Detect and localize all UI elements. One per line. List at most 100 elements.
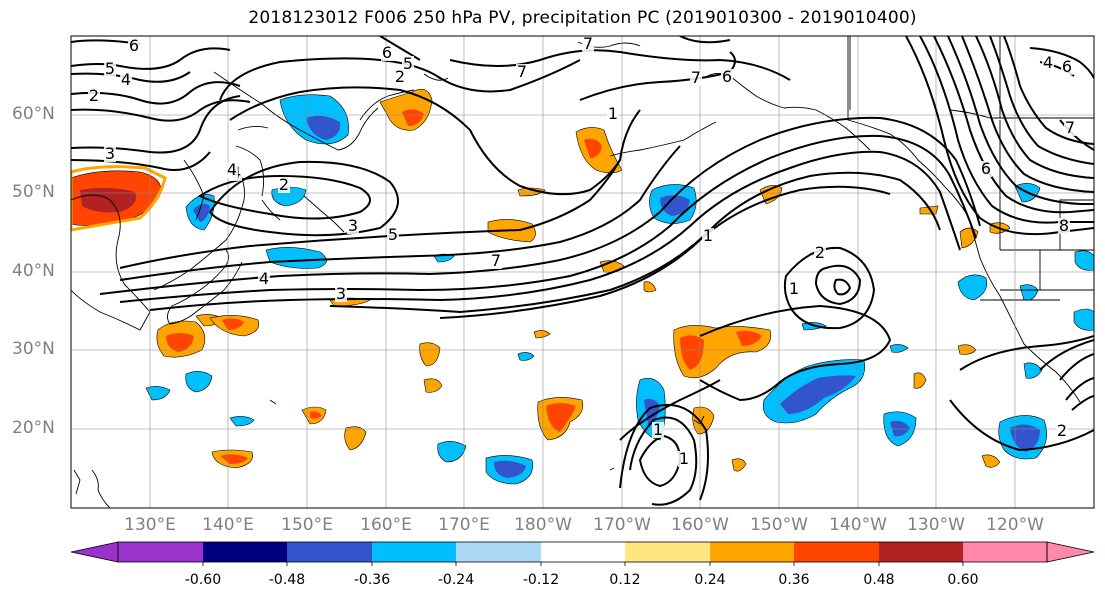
lon-label: 140°E xyxy=(202,515,254,535)
contour-label-bg xyxy=(788,281,800,297)
contour-label-bg xyxy=(1061,59,1073,75)
contour-label-bg xyxy=(582,36,594,52)
contour-label: 6 xyxy=(382,43,392,62)
colorbar-bin xyxy=(203,542,287,562)
contour-label: 6 xyxy=(129,36,139,55)
contour-label-bg xyxy=(128,38,140,54)
colorbar-tick-label: -0.36 xyxy=(353,572,391,588)
contour-label: 6 xyxy=(1062,57,1072,76)
colorbar-bin xyxy=(287,542,372,562)
contour-label-bg xyxy=(1056,423,1068,439)
coastlines xyxy=(71,36,1094,508)
colorbar-tick-label: 0.12 xyxy=(609,572,641,588)
contour-label: 4 xyxy=(259,269,269,288)
colorbar-bin xyxy=(625,542,710,562)
colorbar-bin xyxy=(456,542,541,562)
contour-label-bg xyxy=(394,69,406,85)
colorbar-tick-label: -0.60 xyxy=(184,572,222,588)
contour-label: 1 xyxy=(703,226,713,245)
map-title: 2018123012 F006 250 hPa PV, precipitatio… xyxy=(248,8,917,28)
lon-label: 170°E xyxy=(438,515,490,535)
colorbar-tick-label: 0.24 xyxy=(694,572,726,588)
lon-label: 130°E xyxy=(124,515,176,535)
contour-label: 5 xyxy=(403,54,413,73)
colorbar xyxy=(70,541,1095,566)
contour-label: 2 xyxy=(1057,421,1067,440)
contour-label-bg xyxy=(702,228,714,244)
contour-label-bg xyxy=(88,88,100,104)
contour-label: 2 xyxy=(89,86,99,105)
contour-label: 8 xyxy=(1059,216,1069,235)
colorbar-bin xyxy=(879,542,963,562)
contour-label: 2 xyxy=(815,243,825,262)
pv-contours xyxy=(71,36,1094,506)
colorbar-bin xyxy=(794,542,879,562)
contour-label-bg xyxy=(258,271,270,287)
contour-label: 7 xyxy=(583,34,593,53)
lon-label: 180°W xyxy=(514,515,572,535)
contour-label-bg xyxy=(120,72,132,88)
contour-label-bg xyxy=(335,286,347,302)
lon-label: 160°E xyxy=(360,515,412,535)
contour-label-bg xyxy=(226,162,238,178)
contour-label: 2 xyxy=(279,175,289,194)
contour-label: 6 xyxy=(981,159,991,178)
colorbar-tick-label: -0.12 xyxy=(522,572,560,588)
lon-label: 170°W xyxy=(593,515,651,535)
contour-label: 5 xyxy=(388,225,398,244)
contour-label-bg xyxy=(1058,218,1070,234)
contour-label: 5 xyxy=(105,59,115,78)
colorbar-tick-label: 0.60 xyxy=(947,572,979,588)
gridlines xyxy=(71,36,1094,508)
lat-label: 20°N xyxy=(12,418,55,438)
contour-label: 6 xyxy=(722,67,732,86)
contour-label-bg xyxy=(678,451,690,467)
contour-label-bg xyxy=(652,422,664,438)
contour-label-bg xyxy=(402,56,414,72)
colorbar-bin xyxy=(710,542,794,562)
colorbar-tick-label: -0.24 xyxy=(437,572,475,588)
contour-label: 7 xyxy=(517,62,527,81)
colorbar-extend-max xyxy=(1046,541,1095,563)
contour-label-bg xyxy=(516,64,528,80)
contour-label-bg xyxy=(104,61,116,77)
colorbar-tick-label: 0.48 xyxy=(863,572,895,588)
lon-label: 150°W xyxy=(750,515,808,535)
contour-label-bg xyxy=(104,146,116,162)
contour-label: 7 xyxy=(491,251,501,270)
colorbar-extend-min xyxy=(70,541,119,563)
contour-label-bg xyxy=(1042,55,1054,71)
contour-label: 3 xyxy=(348,216,358,235)
contour-label-bg xyxy=(690,70,702,86)
contour-label-bg xyxy=(1064,120,1076,136)
colorbar-bin xyxy=(541,542,625,562)
contour-label: 1 xyxy=(653,420,663,439)
colorbar-bin xyxy=(372,542,456,562)
colorbar-tick-label: 0.36 xyxy=(778,572,810,588)
colorbar-bin xyxy=(963,542,1047,562)
contour-label: 1 xyxy=(789,279,799,298)
contour-labels: 65423423575634777611211126786442 xyxy=(88,34,1076,468)
contour-label-bg xyxy=(278,177,290,193)
contour-label: 2 xyxy=(395,67,405,86)
contour-label: 3 xyxy=(105,144,115,163)
contour-label: 7 xyxy=(1065,118,1075,137)
contour-label-bg xyxy=(387,227,399,243)
contour-label: 4 xyxy=(227,160,237,179)
colorbar-bin xyxy=(118,542,203,562)
lon-label: 130°W xyxy=(907,515,965,535)
colorbar-tick-label: -0.48 xyxy=(268,572,306,588)
map-panel: 65423423575634777611211126786442 xyxy=(71,34,1094,508)
contour-label-bg xyxy=(814,245,826,261)
contour-label: 1 xyxy=(679,449,689,468)
lat-label: 50°N xyxy=(12,182,55,202)
lon-label: 150°E xyxy=(281,515,333,535)
contour-label-bg xyxy=(490,253,502,269)
contour-label-bg xyxy=(347,218,359,234)
lon-label: 140°W xyxy=(829,515,887,535)
lat-label: 40°N xyxy=(12,261,55,281)
contour-label-bg xyxy=(607,106,619,122)
lat-label: 60°N xyxy=(12,104,55,124)
contour-label: 1 xyxy=(608,104,618,123)
contour-label-bg xyxy=(721,69,733,85)
